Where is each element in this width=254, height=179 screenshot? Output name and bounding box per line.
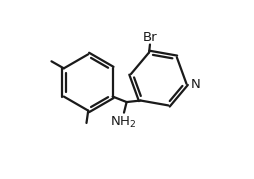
Text: NH$_2$: NH$_2$ bbox=[110, 115, 136, 130]
Text: Br: Br bbox=[143, 31, 157, 44]
Text: N: N bbox=[190, 78, 200, 91]
